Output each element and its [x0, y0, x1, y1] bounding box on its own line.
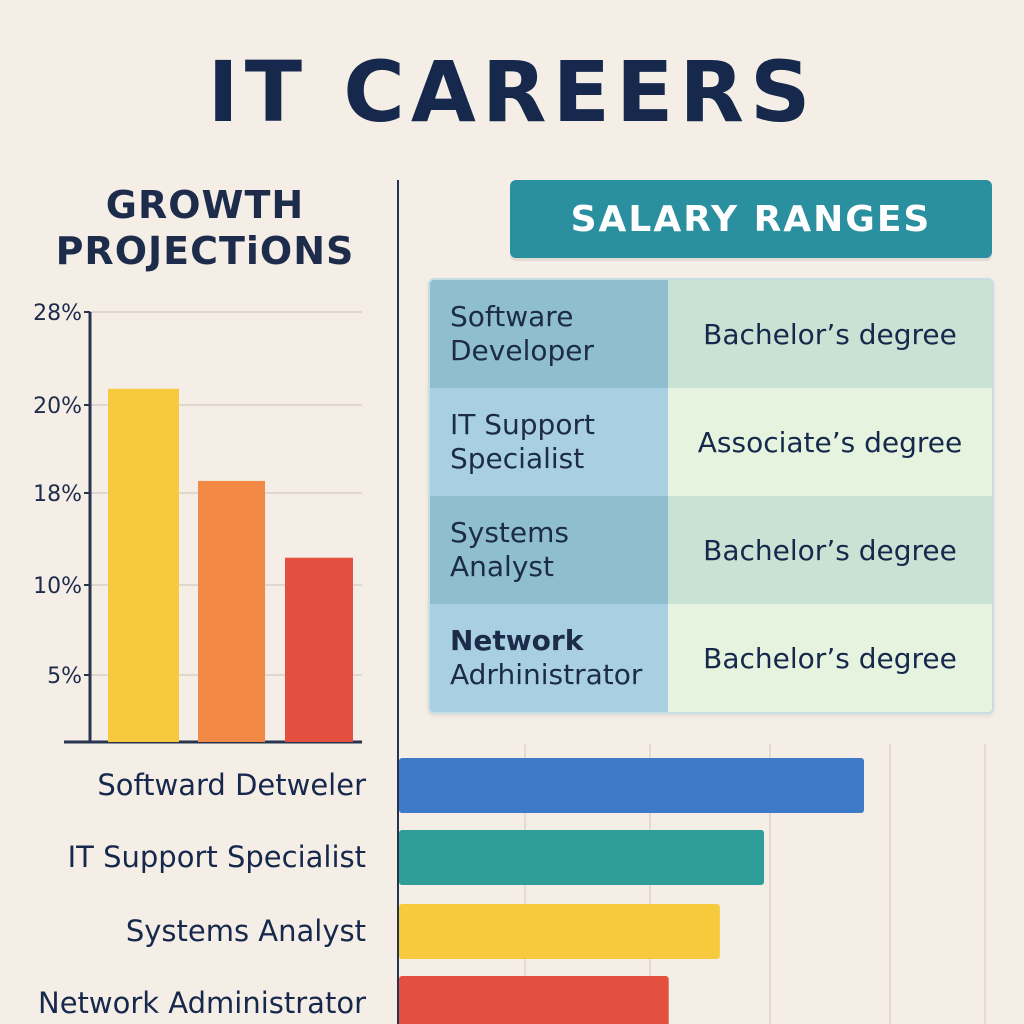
growth-title-line2: PROJECTiONS — [55, 229, 355, 273]
role-line1: IT Support — [450, 408, 595, 441]
growth-projections-chart: 28% 20% 18% 10% 5% — [33, 301, 362, 744]
bar — [198, 480, 265, 742]
degree-cell: Associate’s degree — [668, 388, 992, 496]
salary-ranges-header: SALARY RANGES — [510, 180, 992, 258]
growth-title-line1: GROWTH — [105, 183, 305, 227]
role-line2: Analyst — [450, 550, 554, 583]
role-cell: Network Adrhinistrator — [430, 604, 668, 712]
salary-row-network-administrator: Network Adrhinistrator Bachelor’s degree — [430, 604, 992, 712]
bar — [399, 976, 669, 1024]
role-cell: IT Support Specialist — [430, 388, 668, 496]
vertical-divider — [397, 180, 399, 1024]
degree-cell: Bachelor’s degree — [668, 604, 992, 712]
degree-cell: Bachelor’s degree — [668, 496, 992, 604]
salary-row-systems-analyst: Systems Analyst Bachelor’s degree — [430, 496, 992, 604]
growth-projections-title: GROWTH PROJECTiONS — [30, 182, 380, 274]
role-line1: Systems — [450, 516, 569, 549]
role-line1: Network — [450, 624, 584, 657]
page-title: IT CAREERS — [207, 43, 817, 141]
role-cell: Systems Analyst — [430, 496, 668, 604]
salary-ranges-table: Software Developer Bachelor’s degree IT … — [428, 278, 994, 714]
role-line2: Developer — [450, 334, 595, 367]
y-tick-label: 5% — [47, 664, 82, 689]
y-tick-label: 18% — [33, 482, 82, 507]
category-label: Network Administrator — [38, 986, 366, 1020]
bar — [285, 557, 353, 742]
y-tick-label: 28% — [33, 301, 82, 326]
degree-cell: Bachelor’s degree — [668, 280, 992, 388]
category-label: Systems Analyst — [126, 914, 366, 948]
bar — [399, 830, 765, 885]
role-line2: Adrhinistrator — [450, 658, 643, 691]
y-tick-label: 10% — [33, 574, 82, 599]
horizontal-bar-chart: Softward Detweler IT Support Specialist Sy… — [38, 744, 986, 1024]
y-tick-label: 20% — [33, 394, 82, 419]
category-label: IT Support Specialist — [68, 840, 366, 874]
salary-row-software-developer: Software Developer Bachelor’s degree — [430, 280, 992, 388]
bar — [399, 758, 864, 813]
bar — [399, 904, 720, 959]
salary-row-it-support-specialist: IT Support Specialist Associate’s degree — [430, 388, 992, 496]
role-line2: Specialist — [450, 442, 585, 475]
role-cell: Software Developer — [430, 280, 668, 388]
role-line1: Software — [450, 300, 574, 333]
category-label: Softward Detweler — [97, 768, 366, 802]
bar — [108, 388, 179, 742]
